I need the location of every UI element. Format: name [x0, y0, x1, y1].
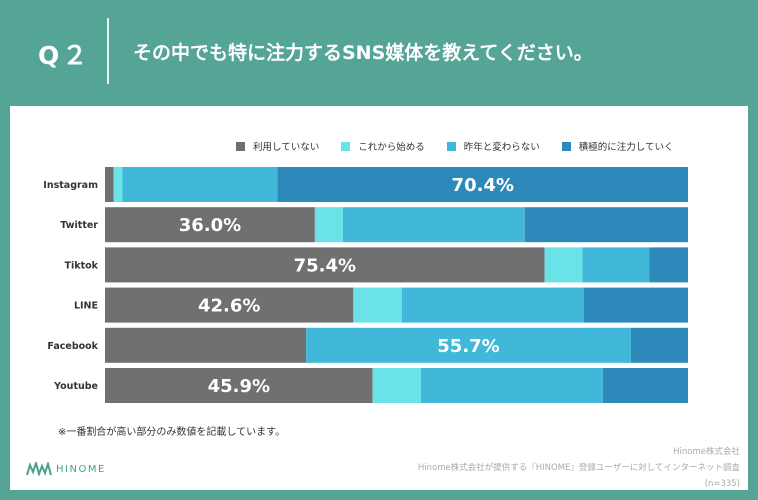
category-label: Facebook: [47, 341, 98, 352]
legend-item: 利用していない: [236, 139, 319, 153]
bar-segment: [353, 287, 402, 323]
legend-label: これから始める: [358, 142, 425, 153]
data-label: 36.0%: [179, 215, 241, 236]
source-company: Hinome株式会社: [673, 447, 740, 457]
footnote: ※一番割合が高い部分のみ数値を記載しています。: [58, 427, 286, 438]
legend-item: これから始める: [341, 139, 425, 153]
logo: HINOME: [26, 462, 106, 476]
bar-segment: [105, 368, 373, 403]
bar-segment: [105, 287, 354, 323]
bar-segment: [277, 167, 688, 202]
legend: 利用していない これから始める 昨年と変わらない 積極的に注力していく: [236, 139, 695, 153]
category-label: Tiktok: [65, 260, 99, 271]
bar-segment: [583, 287, 688, 323]
category-label: Instagram: [43, 180, 98, 191]
legend-swatch: [446, 141, 456, 151]
bar-segment: [113, 167, 123, 202]
legend-item: 昨年と変わらない: [446, 139, 540, 153]
header-divider: [107, 18, 109, 84]
bar-segment: [105, 247, 545, 283]
bar-segment: [372, 368, 421, 403]
bar-segment: [122, 167, 278, 202]
hinome-logo-icon: [26, 462, 52, 476]
bar-segment: [582, 247, 650, 283]
bar-segment: [602, 368, 688, 403]
bar-segment: [314, 207, 343, 243]
bar-segment: [306, 327, 631, 363]
stacked-bar-chart: Instagram 70.4% Twitter 36.0% Tiktok 75.4% LIN…: [43, 167, 688, 403]
bar-segment: [524, 207, 688, 243]
legend-swatch: [236, 141, 245, 151]
data-label: 42.6%: [198, 296, 260, 317]
bar-segment: [105, 207, 315, 243]
bar-segment: [420, 368, 603, 403]
data-label: 55.7%: [437, 336, 499, 357]
legend-item: 積極的に注力していく: [561, 139, 674, 153]
chart-card: 利用していない これから始める 昨年と変わらない 積極的に注力していく Inst…: [10, 106, 748, 490]
source-description: Hinome株式会社が提供する『HINOME』登録ユーザーに対してインターネット…: [417, 463, 740, 473]
bar-segment: [649, 247, 688, 283]
category-label: Twitter: [60, 220, 98, 231]
data-label: 45.9%: [208, 376, 270, 397]
bar-segment: [342, 207, 525, 243]
logo-text: HINOME: [56, 463, 106, 475]
legend-swatch: [561, 141, 571, 151]
bar-segment: [544, 247, 583, 283]
legend-label: 昨年と変わらない: [463, 142, 540, 153]
bar-segment: [105, 167, 114, 202]
data-label: 75.4%: [294, 255, 356, 276]
source-sample: (n=335): [704, 479, 740, 489]
category-label: Youtube: [53, 381, 98, 392]
data-label: 70.4%: [452, 175, 514, 196]
legend-label: 積極的に注力していく: [578, 142, 674, 153]
source-info: Hinome株式会社 Hinome株式会社が提供する『HINOME』登録ユーザー…: [418, 444, 740, 492]
bar-segment: [401, 287, 584, 323]
legend-label: 利用していない: [253, 142, 320, 153]
question-title: その中でも特に注力するSNS媒体を教えてください。: [133, 42, 593, 64]
legend-swatch: [341, 141, 351, 151]
bar-segment: [105, 327, 307, 363]
category-label: LINE: [74, 301, 98, 312]
bar-segment: [630, 327, 688, 363]
header: Q２ その中でも特に注力するSNS媒体を教えてください。: [0, 0, 758, 104]
question-number: Q２: [38, 41, 91, 70]
